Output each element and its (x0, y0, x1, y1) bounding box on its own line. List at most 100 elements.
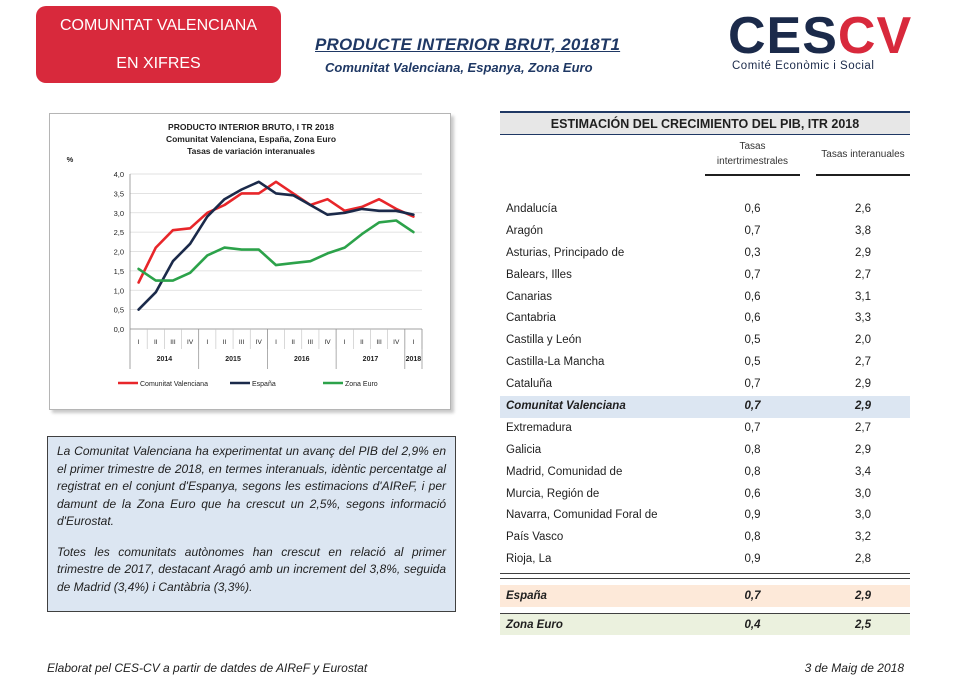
col-header-interanual: Tasas interanuales (821, 149, 905, 160)
logo-tagline: Comité Econòmic i Social (732, 60, 875, 72)
table-row: Castilla-La Mancha 0,5 2,7 (500, 352, 910, 374)
x-tick-label: IV (187, 339, 194, 346)
row-quarterly: 0,6 (744, 487, 761, 500)
table-row: Cantabria 0,6 3,3 (500, 308, 910, 330)
row-annual: 2,7 (855, 421, 871, 434)
x-tick-label: III (376, 339, 382, 346)
table-row-eurozone: Zona Euro 0,4 2,5 (500, 613, 910, 636)
row-annual: 2,5 (855, 619, 871, 632)
chart-title: PRODUCTO INTERIOR BRUTO, I TR 2018 (168, 122, 334, 132)
row-annual: 3,0 (855, 487, 871, 500)
row-annual: 3,0 (855, 509, 871, 522)
x-tick-label: IV (256, 339, 263, 346)
logo-ces: CES (728, 7, 838, 65)
row-quarterly: 0,8 (744, 465, 761, 478)
x-tick-label: III (308, 339, 314, 346)
table-row: Asturias, Principado de 0,3 2,9 (500, 243, 910, 265)
x-tick-label: IV (324, 339, 331, 346)
row-quarterly: 0,9 (744, 509, 761, 522)
y-tick-label: 1,0 (114, 286, 124, 295)
table-row: Extremadura 0,7 2,7 (500, 418, 910, 440)
row-label: País Vasco (506, 531, 564, 544)
row-label: Cantabria (506, 312, 556, 325)
summary-paragraph-2: Totes les comunitats autònomes han cresc… (57, 544, 446, 594)
x-tick-label: II (154, 339, 158, 346)
table-double-rule (500, 573, 910, 580)
row-label: Canarias (506, 290, 553, 303)
legend-label: Zona Euro (345, 381, 378, 388)
x-tick-label: III (170, 339, 176, 346)
table-row: País Vasco 0,8 3,2 (500, 527, 910, 549)
summary-paragraph-1: La Comunitat Valenciana ha experimentat … (57, 444, 446, 528)
year-label: 2015 (225, 356, 241, 363)
row-annual: 2,9 (855, 378, 871, 391)
row-annual: 2,9 (855, 246, 871, 259)
series-line-2 (137, 219, 415, 282)
x-tick-label: I (275, 339, 277, 346)
table-row: Madrid, Comunidad de 0,8 3,4 (500, 462, 910, 484)
series-line-0 (137, 180, 415, 284)
footer-date: 3 de Maig de 2018 (804, 661, 904, 675)
row-label: Comunitat Valenciana (506, 400, 626, 413)
y-tick-label: 0,0 (114, 325, 124, 334)
section-badge: COMUNITAT VALENCIANA EN XIFRES (36, 6, 281, 83)
table-row-spain: España 0,7 2,9 (500, 585, 910, 608)
row-label: Extremadura (506, 421, 572, 434)
x-tick-label: II (223, 339, 227, 346)
x-tick-label: I (344, 339, 346, 346)
badge-line-1: COMUNITAT VALENCIANA (59, 17, 258, 34)
table-row: Castilla y León 0,5 2,0 (500, 330, 910, 352)
row-quarterly: 0,6 (744, 290, 761, 303)
row-annual: 2,9 (855, 590, 871, 603)
page-title: PRODUCTE INTERIOR BRUT, 2018T1 (315, 35, 621, 54)
gdp-chart: PRODUCTO INTERIOR BRUTO, I TR 2018 Comun… (49, 113, 451, 410)
table-title: ESTIMACIÓN DEL CRECIMIENTO DEL PIB, ITR … (500, 111, 910, 135)
row-annual: 2,0 (855, 334, 871, 347)
row-label: Navarra, Comunidad Foral de (506, 509, 658, 522)
row-label: Galicia (506, 443, 542, 456)
row-quarterly: 0,7 (744, 224, 761, 237)
row-label: España (506, 590, 547, 603)
y-tick-label: 4,0 (114, 170, 124, 179)
y-tick-label: 2,0 (114, 248, 124, 257)
row-quarterly: 0,6 (744, 312, 761, 325)
row-annual: 2,7 (855, 356, 871, 369)
y-tick-label: 1,5 (114, 267, 124, 276)
row-annual: 3,4 (855, 465, 871, 478)
row-label: Castilla-La Mancha (506, 356, 605, 369)
row-quarterly: 0,5 (744, 356, 761, 369)
row-quarterly: 0,7 (744, 378, 761, 391)
row-quarterly: 0,8 (744, 443, 761, 456)
table-row: Aragón 0,7 3,8 (500, 221, 910, 243)
x-tick-label: I (138, 339, 140, 346)
row-annual: 2,6 (855, 203, 871, 215)
x-tick-label: IV (393, 339, 400, 346)
legend-label: Comunitat Valenciana (140, 381, 208, 388)
row-quarterly: 0,7 (744, 400, 761, 413)
row-label: Castilla y León (506, 334, 582, 347)
year-label: 2014 (157, 356, 173, 363)
row-annual: 2,7 (855, 268, 871, 281)
x-tick-label: I (413, 339, 415, 346)
table-body: Andalucía 0,6 2,6 Aragón 0,7 3,8 Asturias, Pri… (500, 199, 910, 571)
row-label: Cataluña (506, 378, 553, 391)
row-quarterly: 0,7 (744, 590, 761, 603)
chart-subtitle-2: Tasas de variación interanuales (187, 146, 315, 156)
table-row: Balears, Illes 0,7 2,7 (500, 265, 910, 287)
table-row: Navarra, Comunidad Foral de 0,9 3,0 (500, 505, 910, 527)
chart-subtitle-1: Comunitat Valenciana, España, Zona Euro (166, 134, 336, 144)
col-underline (816, 174, 910, 176)
row-label: Murcia, Región de (506, 487, 600, 500)
x-tick-label: II (360, 339, 364, 346)
table-row: Andalucía 0,6 2,6 (500, 199, 910, 221)
col-header-intertrimestral: Tasas intertrimestrales (716, 141, 789, 167)
row-label: Zona Euro (506, 619, 563, 632)
table-row: Comunitat Valenciana 0,7 2,9 (500, 396, 910, 418)
row-quarterly: 0,7 (744, 268, 761, 281)
logo-wordmark: CESCV (728, 6, 912, 66)
col-underline (705, 174, 800, 176)
year-label: 2018 (406, 356, 422, 363)
row-quarterly: 0,7 (744, 421, 761, 434)
table-row: Rioja, La 0,9 2,8 (500, 549, 910, 571)
row-label: Madrid, Comunidad de (506, 465, 623, 478)
